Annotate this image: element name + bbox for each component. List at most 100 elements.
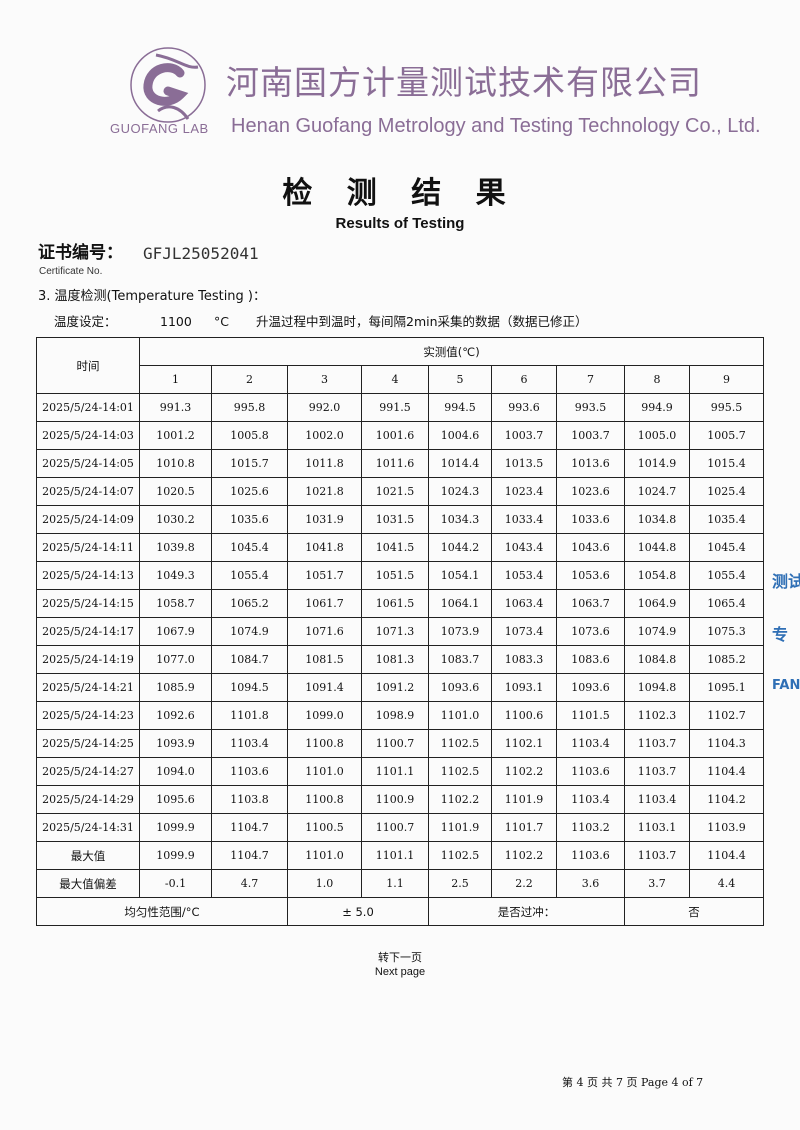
cell-value: 1100.9 (361, 785, 429, 814)
cell-value: 1098.9 (361, 701, 429, 730)
cell-value: 1073.4 (491, 617, 557, 646)
cell-value: 1084.7 (211, 645, 288, 674)
cell-value: 1085.9 (139, 673, 212, 702)
cell-value: 1064.9 (624, 589, 690, 618)
stamp-fragment: 测试 (772, 572, 800, 591)
cell-value: 1100.6 (491, 701, 557, 730)
cell-value: 1003.7 (491, 421, 557, 450)
row-label: 2025/5/24-14:31 (36, 813, 140, 842)
cell-value: 1014.9 (624, 449, 690, 478)
cell-value: 1004.6 (428, 421, 492, 450)
cell-value: 991.3 (139, 393, 212, 422)
cell-value: 1100.8 (287, 729, 362, 758)
cell-value: 1084.8 (624, 645, 690, 674)
cell-value: 1013.6 (556, 449, 625, 478)
cell-value: 2.5 (428, 869, 492, 898)
cell-value: 1061.7 (287, 589, 362, 618)
cell-value: 1100.8 (287, 785, 362, 814)
row-label: 2025/5/24-14:03 (36, 421, 140, 450)
cell-value: 1053.6 (556, 561, 625, 590)
column-header: 1 (139, 365, 212, 394)
cell-value: 1103.7 (624, 841, 690, 870)
cell-value: 1034.8 (624, 505, 690, 534)
cell-value: 1095.1 (688, 673, 765, 702)
row-label: 最大值偏差 (36, 869, 140, 898)
cell-value: 1064.1 (428, 589, 492, 618)
row-label: 2025/5/24-14:17 (36, 617, 140, 646)
cell-value: 1061.5 (361, 589, 429, 618)
cell-value: 1045.4 (211, 533, 288, 562)
table-row: 2025/5/24-14:13 1049.3 1055.4 1051.7 1051.5 1… (36, 561, 765, 590)
cell-value: 1093.6 (428, 673, 492, 702)
cell-value: 1102.3 (624, 701, 690, 730)
summary-row: 均匀性范围/°C ± 5.0 是否过冲：否 (36, 897, 765, 926)
cell-value: 1094.0 (139, 757, 212, 786)
cell-value: 1081.3 (361, 645, 429, 674)
cell-value: 1015.7 (211, 449, 288, 478)
cell-value: 1033.6 (556, 505, 625, 534)
cell-value: 1104.7 (211, 841, 288, 870)
cell-value: 1101.1 (361, 757, 429, 786)
cell-value: 1024.3 (428, 477, 492, 506)
cell-value: 2.2 (491, 869, 557, 898)
next-page-cn: 转下一页 (378, 951, 422, 964)
cell-value: 994.5 (428, 393, 492, 422)
setting-label: 温度设定： (54, 314, 117, 329)
table-row: 2025/5/24-14:25 1093.9 1103.4 1100.8 1100.7 1… (36, 729, 765, 758)
lab-name: GUOFANG LAB (110, 121, 209, 136)
cell-value: 1104.4 (688, 757, 765, 786)
row-label: 2025/5/24-14:13 (36, 561, 140, 590)
cell-value: 994.9 (624, 393, 690, 422)
cell-value: 3.6 (556, 869, 625, 898)
cell-value: 1065.2 (211, 589, 288, 618)
row-label: 2025/5/24-14:11 (36, 533, 140, 562)
cell-value: 1092.6 (139, 701, 212, 730)
cell-value: 1101.7 (491, 813, 557, 842)
cell-value: 1014.4 (428, 449, 492, 478)
cell-value: 1094.8 (624, 673, 690, 702)
cell-value: 1075.3 (688, 617, 765, 646)
row-label: 最大值 (36, 841, 140, 870)
cell-value: 1103.8 (211, 785, 288, 814)
table-row: 2025/5/24-14:03 1001.2 1005.8 1002.0 1001.6 1… (36, 421, 765, 450)
cell-value: 1104.7 (211, 813, 288, 842)
table-row: 2025/5/24-14:11 1039.8 1045.4 1041.8 1041.5 1… (36, 533, 765, 562)
cell-value: 1044.2 (428, 533, 492, 562)
cell-value: 3.7 (624, 869, 690, 898)
cell-value: 1103.7 (624, 729, 690, 758)
cell-value: 1039.8 (139, 533, 212, 562)
cell-value: 1102.5 (428, 841, 492, 870)
overshoot-value: 否 (623, 897, 765, 926)
cell-value: 1074.9 (211, 617, 288, 646)
cell-value: 1101.8 (211, 701, 288, 730)
table-row: 最大值偏差 -0.1 4.7 1.0 1.1 2.5 2.2 3.6 3.7 4.4 (36, 869, 765, 898)
cell-value: 1083.3 (491, 645, 557, 674)
row-label: 2025/5/24-14:07 (36, 477, 140, 506)
cell-value: 1005.0 (624, 421, 690, 450)
cell-value: 1033.4 (491, 505, 557, 534)
cell-value: 1100.7 (361, 813, 429, 842)
page-subtitle: Results of Testing (335, 215, 465, 232)
cell-value: 1103.6 (211, 757, 288, 786)
cell-value: 1041.8 (287, 533, 362, 562)
column-header: 5 (428, 365, 492, 394)
row-label: 2025/5/24-14:25 (36, 729, 140, 758)
cell-value: 1024.7 (624, 477, 690, 506)
column-header: 8 (624, 365, 690, 394)
cell-value: 1030.2 (139, 505, 212, 534)
cell-value: 1049.3 (139, 561, 212, 590)
cell-value: 1055.4 (688, 561, 765, 590)
cell-value: 1002.0 (287, 421, 362, 450)
cell-value: 1103.6 (556, 841, 625, 870)
cell-value: 1073.6 (556, 617, 625, 646)
table-row: 2025/5/24-14:31 1099.9 1104.7 1100.5 1100.7 1… (36, 813, 765, 842)
cell-value: 991.5 (361, 393, 429, 422)
cell-value: 1103.6 (556, 757, 625, 786)
cell-value: 1.0 (287, 869, 362, 898)
cell-value: 1101.0 (287, 757, 362, 786)
cell-value: 1083.6 (556, 645, 625, 674)
cell-value: 1074.9 (624, 617, 690, 646)
cell-value: 995.5 (688, 393, 765, 422)
cell-value: 1085.2 (688, 645, 765, 674)
cell-value: 1071.3 (361, 617, 429, 646)
